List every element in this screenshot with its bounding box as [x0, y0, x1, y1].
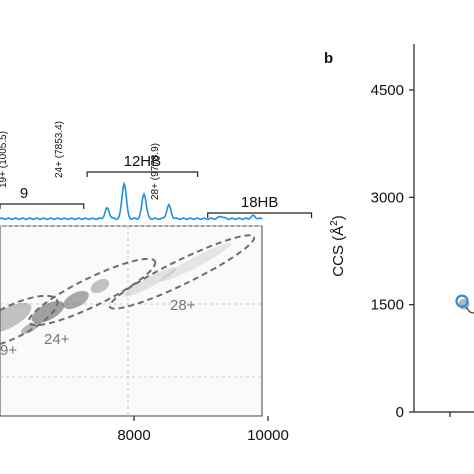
- y-axis-label-exp: 2: [329, 220, 340, 226]
- panel-label-b: b: [324, 50, 333, 67]
- bracket-line: [0, 203, 85, 209]
- intensity-blob: [31, 300, 65, 324]
- y-tick-label: 0: [396, 404, 404, 421]
- mass-spectrum-trace: [0, 181, 263, 221]
- y-tick-label: 1500: [371, 297, 404, 314]
- y-axis-label-main: CCS (: [330, 236, 347, 277]
- x-tick-label: 8000: [117, 427, 150, 444]
- intensity-blob: [63, 290, 89, 310]
- intensity-blob: [160, 242, 232, 282]
- ccs-points: [455, 294, 474, 314]
- charge-state-ellipse: [108, 234, 256, 310]
- charge-state-ellipse: [0, 294, 59, 350]
- panel-b: b 0 1500 3000 4500 CCS (Å2): [324, 44, 474, 421]
- y-tick-label: 4500: [371, 82, 404, 99]
- charge-state-labels: 9+ 24+ 28+: [0, 297, 196, 359]
- bracket-label: 18HB: [241, 194, 279, 211]
- x-tick-label: 10000: [247, 427, 289, 444]
- peak-annotations: 19+ (1005.5) 24+ (7853.4) 28+ (9778.9): [0, 121, 161, 200]
- charge-state-ellipse: [27, 257, 157, 327]
- x-axis-ticks: 8000 10000: [117, 416, 289, 444]
- y-axis-label-close: ): [330, 215, 347, 220]
- charge-state-label: 24+: [44, 331, 70, 348]
- bracket-line: [207, 212, 313, 218]
- ccs-point: [455, 294, 469, 308]
- panel-a: 9+ 24+ 28+ 9 12HB 18HB 19+ (1005.5) 24+ (7853…: [0, 121, 313, 444]
- intensity-blob: [0, 302, 32, 334]
- intensity-blob: [123, 267, 177, 297]
- charge-state-label: 9+: [0, 342, 17, 359]
- intensity-blob: [90, 278, 110, 294]
- bracket-line: [86, 171, 199, 177]
- y-axis-ticks: 0 1500 3000 4500: [371, 82, 414, 421]
- peak-annotation: 19+ (1005.5): [0, 131, 9, 188]
- peak-annotation: 28+ (9778.9): [150, 143, 161, 200]
- y-tick-label: 3000: [371, 189, 404, 206]
- y-axis-label-unit: Å: [330, 226, 347, 236]
- y-axis-label: CCS (Å2): [329, 215, 347, 276]
- charge-state-label: 28+: [170, 297, 196, 314]
- ccs-point-tail: [465, 306, 474, 314]
- bracket-label: 9: [20, 185, 28, 202]
- charge-state-ellipses: [0, 234, 256, 350]
- oligomer-brackets: 9 12HB 18HB: [0, 153, 313, 218]
- peak-annotation: 24+ (7853.4): [54, 121, 65, 178]
- bracket-label: 12HB: [124, 153, 162, 170]
